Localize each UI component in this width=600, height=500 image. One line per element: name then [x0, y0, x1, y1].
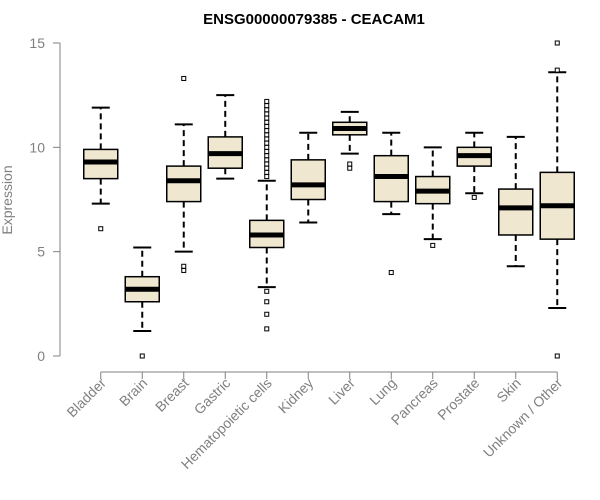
outlier-point	[181, 263, 187, 269]
outlier-point	[388, 270, 394, 276]
box-bladder	[83, 106, 119, 232]
outlier-point	[264, 119, 270, 125]
outlier-point	[264, 174, 270, 180]
outlier-point	[264, 169, 270, 175]
outlier-point	[264, 144, 270, 150]
outlier-point	[554, 40, 560, 46]
outlier-point	[264, 140, 270, 146]
x-tick-label: Lung	[366, 375, 399, 408]
y-axis-label: Expression	[0, 165, 15, 234]
box-skin	[498, 135, 534, 268]
outlier-point	[139, 353, 145, 359]
box-liver	[332, 110, 368, 171]
box-brain	[124, 246, 160, 359]
outlier-point	[554, 353, 560, 359]
box-prostate	[456, 131, 492, 200]
outlier-point	[264, 107, 270, 113]
x-tick-label: Brain	[116, 375, 150, 409]
box-breast	[166, 75, 202, 273]
outlier-point	[554, 67, 560, 73]
outlier-point	[264, 288, 270, 294]
y-tick-label: 5	[37, 244, 45, 260]
outlier-point	[264, 157, 270, 163]
x-tick-label: Bladder	[63, 375, 109, 421]
outlier-point	[264, 299, 270, 305]
x-tick-label: Prostate	[434, 375, 482, 423]
y-tick-label: 0	[37, 348, 45, 364]
box-gastric	[207, 94, 243, 180]
outlier-point	[264, 103, 270, 109]
box-pancreas	[415, 146, 451, 248]
outlier-point	[430, 242, 436, 248]
x-tick-label: Breast	[152, 375, 192, 415]
outlier-point	[264, 98, 270, 104]
outlier-point	[264, 128, 270, 134]
outlier-point	[264, 132, 270, 138]
outlier-point	[471, 194, 477, 200]
x-tick-label: Unknown / Other	[480, 375, 566, 461]
outlier-point	[264, 149, 270, 155]
x-tick-label: Kidney	[275, 375, 317, 417]
box-hematopoietic-cells	[249, 98, 285, 332]
outlier-point	[264, 311, 270, 317]
x-tick-label: Liver	[325, 375, 358, 408]
outlier-point	[264, 136, 270, 142]
outlier-point	[264, 165, 270, 171]
outlier-point	[264, 326, 270, 332]
outlier-point	[264, 115, 270, 121]
outlier-point	[264, 111, 270, 117]
outlier-point	[264, 153, 270, 159]
outlier-point	[347, 165, 353, 171]
box-iqr	[498, 188, 534, 236]
boxes-group	[83, 40, 575, 359]
outlier-point	[264, 123, 270, 129]
box-lung	[373, 131, 409, 276]
outlier-point	[264, 161, 270, 167]
y-axis: 0 5 10 15	[29, 35, 61, 364]
y-tick-label: 15	[29, 35, 45, 51]
y-tick-label: 10	[29, 139, 45, 155]
box-iqr	[290, 159, 326, 201]
box-unknown-other	[539, 40, 575, 359]
box-iqr	[166, 165, 202, 203]
x-tick-label: Skin	[493, 375, 524, 406]
outlier-point	[347, 161, 353, 167]
outlier-point	[181, 267, 187, 273]
chart-title: ENSG00000079385 - CEACAM1	[203, 11, 425, 28]
box-kidney	[290, 131, 326, 224]
outlier-point	[98, 226, 104, 232]
outlier-point	[181, 75, 187, 81]
